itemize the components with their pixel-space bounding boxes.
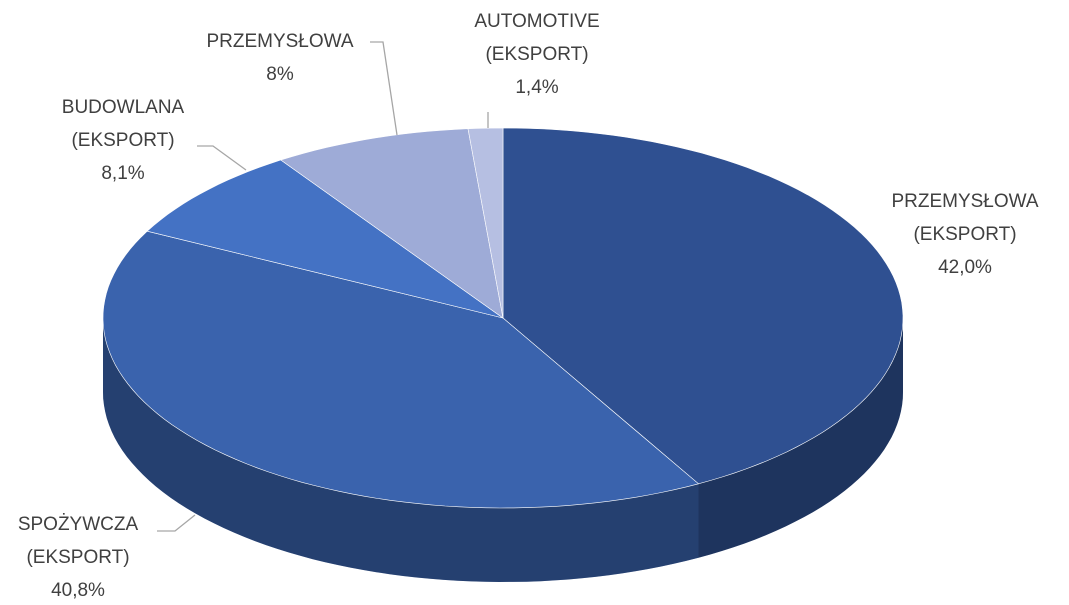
- value-label: 8,1%: [101, 163, 144, 184]
- side-shade: [698, 318, 903, 558]
- pie-slice: [502, 127, 904, 485]
- value-label: 40,8%: [51, 580, 105, 601]
- pie-side: [698, 318, 903, 558]
- category-label: PRZEMYSŁOWA (EKSPORT): [891, 191, 1038, 245]
- pie-slice: [467, 127, 504, 319]
- pie-slice: [102, 230, 700, 509]
- category-label: BUDOWLANA (EKSPORT): [62, 97, 185, 151]
- value-label: 1,4%: [515, 77, 558, 98]
- leader-line: [197, 145, 247, 171]
- pie-side: [103, 318, 699, 582]
- pie-slice: [146, 159, 504, 319]
- pie-slice: [280, 128, 504, 319]
- value-label: 42,0%: [938, 257, 992, 278]
- side-shade: [103, 318, 699, 582]
- category-label: PRZEMYSŁOWA: [206, 31, 353, 52]
- category-label: AUTOMOTIVE (EKSPORT): [474, 11, 599, 65]
- leader-line: [370, 41, 398, 136]
- value-label: 8%: [266, 64, 294, 85]
- category-label: SPOŻYWCZA (EKSPORT): [18, 514, 139, 568]
- leader-line: [157, 514, 196, 532]
